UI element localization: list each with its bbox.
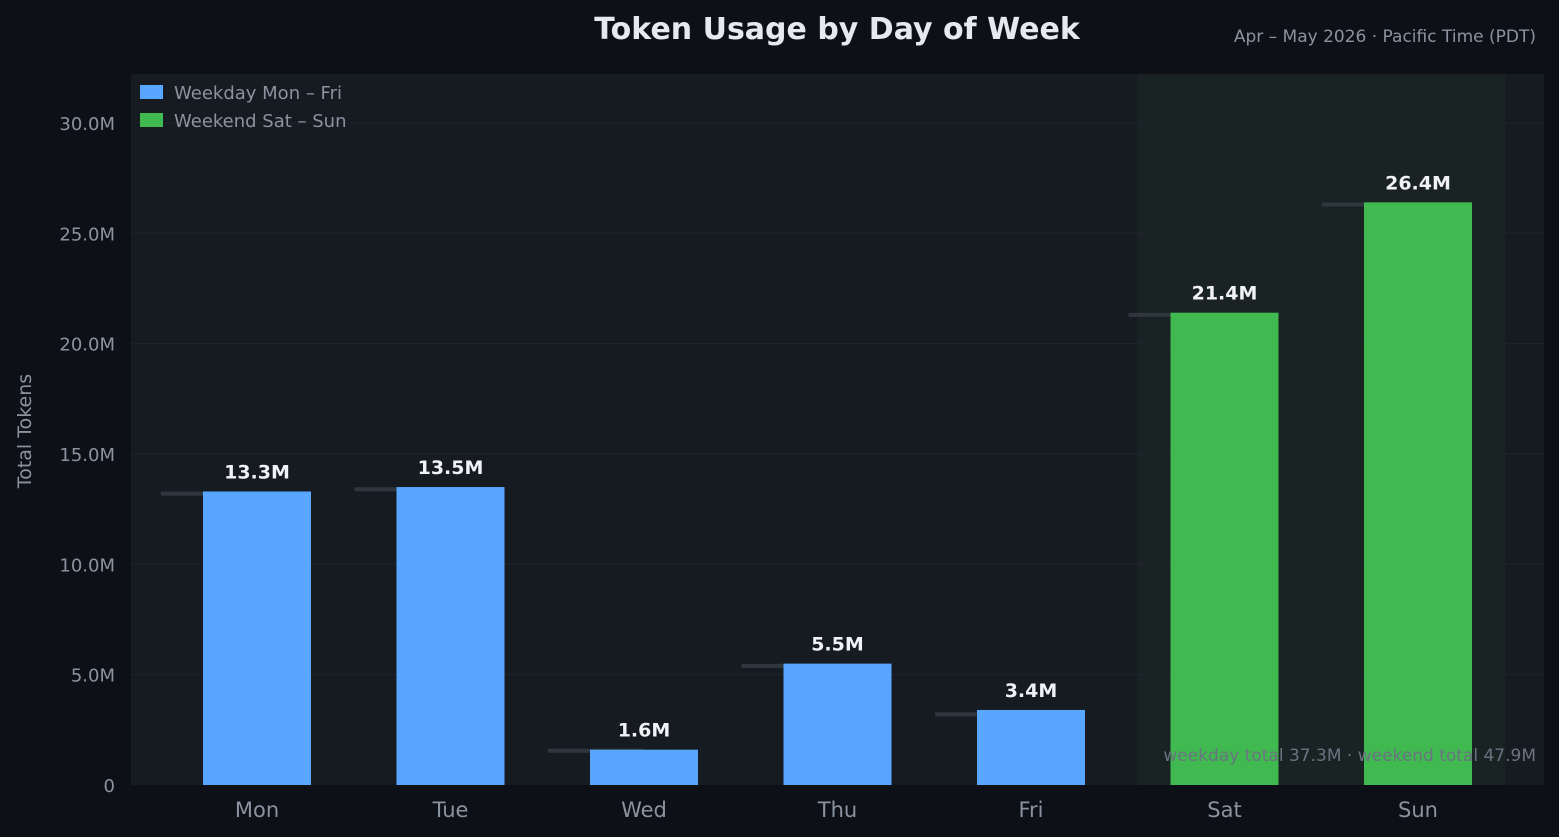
data-label-mon: 13.3M <box>224 461 290 483</box>
bar-tue <box>396 487 505 785</box>
grid-lines <box>131 122 1544 676</box>
bars <box>203 202 1472 786</box>
data-label-fri: 3.4M <box>1005 680 1058 702</box>
x-axis-ticks: Mon Tue Wed Thu Fri Sat Sun <box>235 798 1438 822</box>
y-axis-ticks: 0 5.0M 10.0M 15.0M 20.0M 25.0M 30.0M <box>59 114 115 797</box>
legend-swatch-weekend <box>140 113 163 127</box>
y-tick-label: 5.0M <box>71 666 115 687</box>
x-tick-label-sat: Sat <box>1207 798 1241 822</box>
chart-subtitle: Apr – May 2026 · Pacific Time (PDT) <box>1234 27 1536 47</box>
totals-footer: weekday total 37.3M · weekend total 47.9… <box>1163 746 1536 766</box>
bar-sat <box>1170 312 1279 785</box>
y-tick-label: 0 <box>104 776 115 797</box>
data-label-tue: 13.5M <box>418 457 484 479</box>
data-label-wed: 1.6M <box>618 720 671 742</box>
x-tick-label-tue: Tue <box>432 798 469 822</box>
y-axis-label: Total Tokens <box>14 374 36 489</box>
legend: Weekday Mon – Fri Weekend Sat – Sun <box>140 83 347 132</box>
y-tick-label: 20.0M <box>59 335 115 356</box>
data-label-thu: 5.5M <box>811 634 864 656</box>
bar-sun <box>1364 202 1472 786</box>
data-labels: 13.3M 13.5M 1.6M 5.5M 3.4M 21.4M 26.4M <box>224 172 1451 741</box>
y-tick-label: 25.0M <box>59 224 115 245</box>
bar-thu <box>783 663 892 785</box>
x-tick-label-sun: Sun <box>1398 798 1438 822</box>
bar-fri <box>977 709 1085 785</box>
legend-swatch-weekday <box>140 85 163 99</box>
x-tick-label-fri: Fri <box>1018 798 1043 822</box>
bar-wed <box>590 749 698 785</box>
x-tick-label-mon: Mon <box>235 798 279 822</box>
data-label-sat: 21.4M <box>1192 283 1258 305</box>
y-tick-label: 15.0M <box>59 445 115 466</box>
y-tick-label: 30.0M <box>59 114 115 135</box>
legend-label-weekend: Weekend Sat – Sun <box>174 111 347 132</box>
y-tick-label: 10.0M <box>59 555 115 576</box>
x-tick-label-wed: Wed <box>621 798 667 822</box>
chart-title: Token Usage by Day of Week <box>594 12 1081 47</box>
x-tick-label-thu: Thu <box>817 798 857 822</box>
bar-mon <box>203 491 311 785</box>
data-label-sun: 26.4M <box>1385 172 1451 194</box>
legend-label-weekday: Weekday Mon – Fri <box>174 83 342 104</box>
